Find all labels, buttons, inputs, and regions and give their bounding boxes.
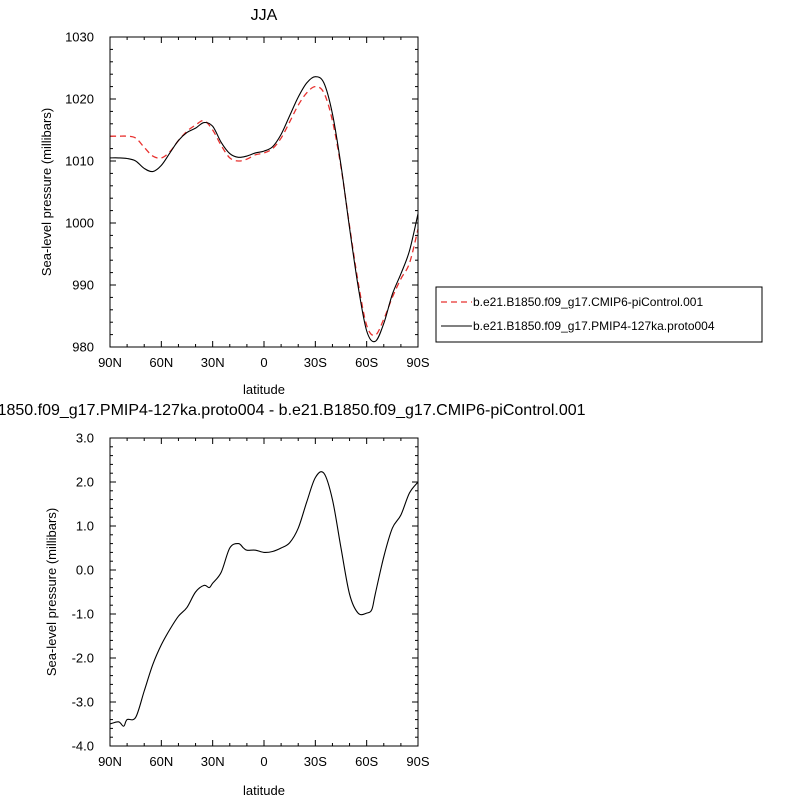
legend-label-cmip6-picontrol: b.e21.B1850.f09_g17.CMIP6-piControl.001 xyxy=(473,295,703,309)
panel-1-tick-labels: 90N 60N 30N 0 30S 60S 90S 980 990 1000 1010 1020 103… xyxy=(65,30,430,371)
x-tick-label: 60N xyxy=(149,754,173,769)
series-line-pmip4-127ka xyxy=(109,76,419,343)
x-tick-label: 60S xyxy=(355,355,378,370)
x-tick-label: 60N xyxy=(149,355,173,370)
legend: b.e21.B1850.f09_g17.CMIP6-piControl.001 … xyxy=(435,286,763,343)
x-tick-label: 60S xyxy=(355,754,378,769)
panel-2-title: b.e21.B1850.f09_g17.PMIP4-127ka.proto004… xyxy=(0,402,586,419)
panel-1-title: JJA xyxy=(251,7,278,24)
x-tick-label: 90N xyxy=(98,754,122,769)
x-tick-label: 90S xyxy=(406,754,429,769)
series-line-difference xyxy=(109,471,419,727)
panel-2: b.e21.B1850.f09_g17.PMIP4-127ka.proto004… xyxy=(0,402,586,798)
y-tick-label: 980 xyxy=(72,340,94,355)
x-tick-label: 30S xyxy=(304,355,327,370)
y-tick-label: 2.0 xyxy=(76,475,94,490)
y-tick-label: 1030 xyxy=(65,30,94,45)
panel-1-ticks xyxy=(109,36,419,348)
x-tick-label: 30N xyxy=(201,754,225,769)
panel-1-y-axis-label: Sea-level pressure (millibars) xyxy=(39,108,54,276)
y-tick-label: 1010 xyxy=(65,154,94,169)
x-tick-label: 90N xyxy=(98,355,122,370)
panel-2-x-axis-label: latitude xyxy=(243,783,285,798)
y-tick-label: 0.0 xyxy=(76,563,94,578)
y-tick-label: 1.0 xyxy=(76,519,94,534)
y-tick-label: -3.0 xyxy=(72,695,94,710)
y-tick-label: -2.0 xyxy=(72,651,94,666)
panel-2-plot-frame xyxy=(109,437,419,747)
legend-label-pmip4-127ka: b.e21.B1850.f09_g17.PMIP4-127ka.proto004 xyxy=(473,319,715,333)
y-tick-label: 1020 xyxy=(65,92,94,107)
panel-1-plot-frame xyxy=(109,36,419,348)
x-tick-label: 90S xyxy=(406,355,429,370)
series-line-cmip6-picontrol xyxy=(109,85,419,337)
panel-1: JJA Sea-level pressure (millibars) latit… xyxy=(39,7,430,397)
x-tick-label: 30N xyxy=(201,355,225,370)
panel-1-series xyxy=(109,76,419,343)
panel-2-tick-labels: 90N 60N 30N 0 30S 60S 90S -4.0 -3.0 -2.0 -1.0 0.0 1.… xyxy=(72,431,430,770)
x-tick-label: 30S xyxy=(304,754,327,769)
y-tick-label: 990 xyxy=(72,278,94,293)
y-tick-label: 3.0 xyxy=(76,431,94,446)
panel-1-x-axis-label: latitude xyxy=(243,382,285,397)
legend-box xyxy=(435,286,763,343)
x-tick-label: 0 xyxy=(260,355,267,370)
panel-2-y-axis-label: Sea-level pressure (millibars) xyxy=(44,508,59,676)
panel-2-series xyxy=(109,471,419,727)
panel-2-ticks xyxy=(109,437,419,747)
y-tick-label: 1000 xyxy=(65,216,94,231)
y-tick-label: -1.0 xyxy=(72,607,94,622)
x-tick-label: 0 xyxy=(260,754,267,769)
y-tick-label: -4.0 xyxy=(72,739,94,754)
